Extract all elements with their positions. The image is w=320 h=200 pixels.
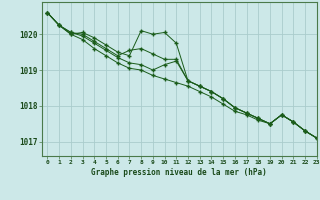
X-axis label: Graphe pression niveau de la mer (hPa): Graphe pression niveau de la mer (hPa) — [91, 168, 267, 177]
